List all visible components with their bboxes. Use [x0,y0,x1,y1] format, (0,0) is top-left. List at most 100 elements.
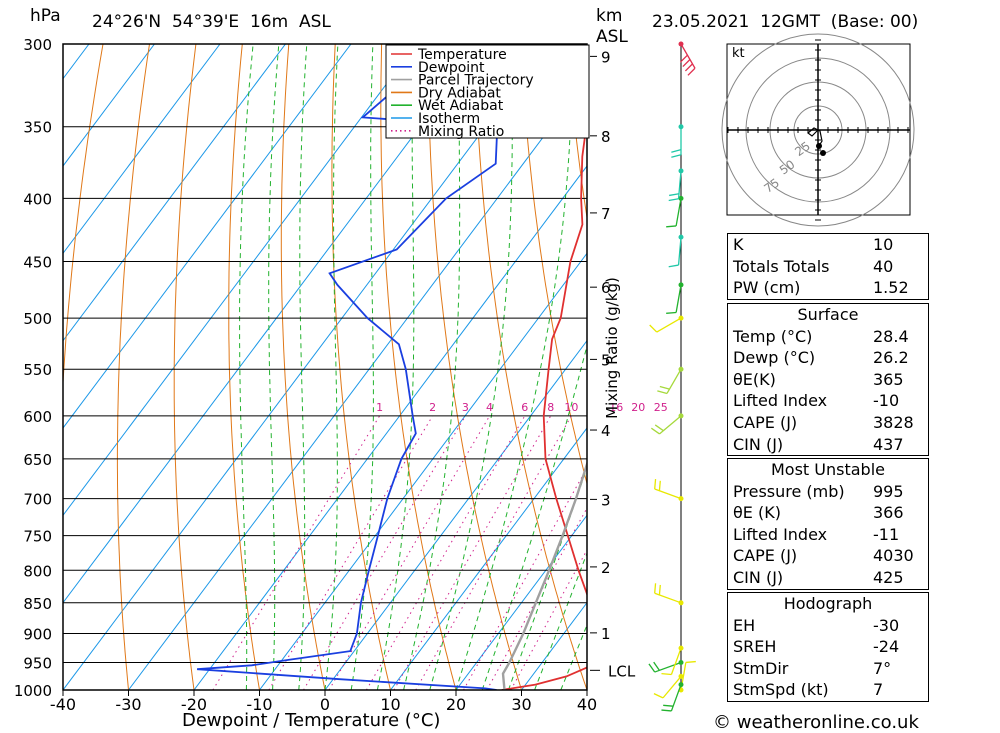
isotherm-line [63,44,221,255]
most-unstable-table: Most Unstable Pressure (mb) 995 θE (K) 366… [727,458,929,590]
mu-cape-label: CAPE (J) [733,546,798,566]
pressure-tick-label: 850 [23,595,52,613]
legend-label: Mixing Ratio [418,124,504,140]
wind-barb-flag [668,264,679,268]
dry-adiabat-line [116,44,151,690]
wind-level-dot [678,282,684,288]
dry-adiabat-line [566,44,587,221]
isotherm-line [259,252,587,690]
x-tick-label: 30 [511,695,531,714]
x-axis-label: Dewpoint / Temperature (°C) [182,710,441,731]
mixing-ratio-tick-label: 25 [654,401,668,414]
wind-level-dot [678,659,684,665]
wind-barb-flag [653,661,660,671]
wind-level-dot [678,682,684,688]
surface-theta-label: θE(K) [733,369,776,389]
surface-temp-label: Temp (°C) [733,326,813,346]
stmspd-label: StmSpd (kt) [733,680,829,700]
surface-li-value: -10 [873,391,900,411]
wind-barb-flag [661,672,672,676]
totals-label: Totals Totals [733,256,830,276]
most-unstable-title: Most Unstable [771,460,885,479]
wind-barb-staff [670,684,682,712]
x-tick-label: -20 [181,695,207,714]
plot-frame [62,43,588,691]
dry-adiabat-line [228,44,260,690]
wet-adiabat-line [429,44,513,690]
hodograph-ring [721,33,915,227]
pw-value: 1.52 [873,278,909,298]
isotherm-line [63,44,483,604]
isotherm-line [63,44,286,342]
mixing-ratio-tick-label: 3 [462,401,469,414]
eh-value: -30 [873,615,900,635]
mixing-ratio-tick-label: 16 [609,401,623,414]
isotherm-line [193,165,587,690]
wind-barb-staff [677,237,682,266]
wind-barb-staff [654,661,682,673]
plot-border [62,43,588,691]
wind-level-dot [678,600,684,606]
wind-barb-flag [654,583,657,594]
stmdir-label: StmDir [733,658,789,678]
x-tick-label: 20 [446,695,466,714]
pressure-tick-label: 1000 [14,682,52,700]
wind-level-dot [678,41,684,47]
isotherm-line [324,339,587,690]
pressure-unit-label: hPa [30,6,61,26]
pressure-tick-label: 650 [23,451,52,469]
pressure-tick-label: 400 [23,190,52,208]
km-tick-label: 4 [601,422,611,440]
axes: 1 2 3 4 6 8 10 16 20 2530035040045050055060065070… [14,36,668,714]
wind-barb-flag [666,311,677,314]
mu-pressure-value: 995 [873,481,904,501]
pressure-tick-label: 300 [23,36,52,54]
mixing-ratio-tick-label: 1 [376,401,383,414]
isotherm-line [390,427,587,690]
pressure-tick-label: 500 [23,310,52,328]
km-tick-label: 3 [601,491,611,509]
wind-level-dot [678,195,684,201]
sreh-value: -24 [873,637,900,657]
pressure-tick-label: 450 [23,254,52,272]
km-label: km [596,6,623,26]
mu-li-label: Lifted Index [733,524,828,544]
wind-barb-staff [680,43,696,69]
dry-adiabat-line [934,26,1000,690]
wind-barb-flag [679,54,688,63]
mixing-ratio-tick-label: 20 [631,401,645,414]
dewpoint-curve [197,44,499,690]
wind-barb-staff [659,415,682,435]
wind-barb-flag [650,427,660,435]
mu-cin-value: 425 [873,567,904,587]
lcl-label: LCL [608,662,636,680]
mu-theta-label: θE (K) [733,503,781,523]
isobars [63,43,587,691]
wind-level-dot [678,234,684,240]
x-tick-label: -10 [246,695,272,714]
wind-barb-flag [661,709,672,712]
x-tick-label: 10 [380,695,400,714]
sounding-curves [197,44,587,690]
pressure-tick-label: 950 [23,654,52,672]
wind-barb-flag [666,225,677,228]
dry-adiabat-line [331,44,391,690]
isotherm-line [455,514,587,690]
surface-title: Surface [797,305,859,324]
wind-level-dot [678,124,684,130]
eh-label: EH [733,615,756,635]
isotherm-line [63,44,352,429]
mu-cin-label: CIN (J) [733,567,784,587]
isotherm-line [63,44,155,167]
stmspd-value: 7 [873,680,884,700]
legend-label: Parcel Trajectory [418,73,534,89]
indices-table: K 10 Totals Totals 40 PW (cm) 1.52 [727,233,929,300]
k-index-value: 10 [873,235,894,254]
wind-level-dot [678,496,684,502]
mixing-ratio-line [268,415,434,690]
dry-adiabat-line [63,44,104,690]
km-tick-label: 6 [601,279,611,297]
legend-label: Isotherm [418,111,480,127]
dry-adiabat-line [520,44,587,486]
